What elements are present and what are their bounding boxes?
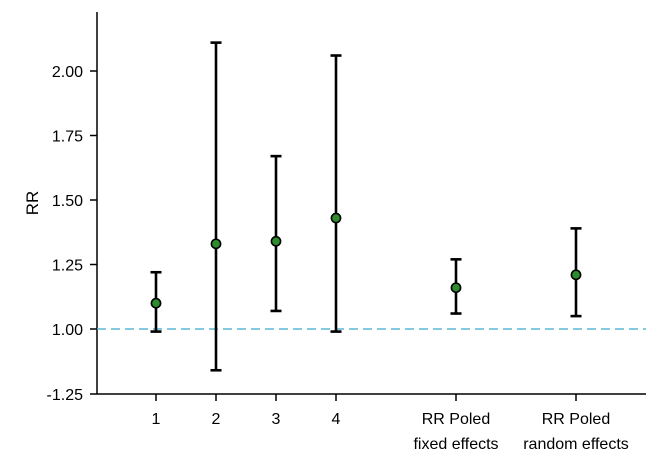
- estimate-point: [570, 269, 582, 281]
- estimate-point: [150, 297, 162, 309]
- x-tick-label: 2: [212, 411, 221, 428]
- x-tick-label: RR Poled: [542, 411, 610, 428]
- x-tick-label: 1: [152, 411, 161, 428]
- x-tick-label: 4: [332, 411, 341, 428]
- y-tick-label: 1.50: [52, 193, 83, 210]
- axis-labels: -1.25 1.00 1.25 1.50 1.75 2.00 1 2 3 4 RR Poled fix…: [23, 64, 629, 453]
- y-axis-label: RR: [23, 191, 42, 216]
- x-tick-label: RR Poled: [422, 411, 490, 428]
- axes: [90, 12, 646, 401]
- x-tick-label: 3: [272, 411, 281, 428]
- y-tick-label: -1.25: [47, 387, 84, 404]
- y-tick-label: 2.00: [52, 64, 83, 81]
- y-tick-label: 1.75: [52, 129, 83, 146]
- data-marks: [150, 41, 582, 372]
- x-tick-label: random effects: [523, 436, 629, 453]
- estimate-point: [450, 282, 462, 294]
- y-tick-label: 1.00: [52, 322, 83, 339]
- y-tick-label: 1.25: [52, 258, 83, 275]
- estimate-point: [210, 238, 222, 250]
- estimate-point: [330, 212, 342, 224]
- estimate-point: [270, 235, 282, 247]
- x-tick-label: fixed effects: [413, 436, 498, 453]
